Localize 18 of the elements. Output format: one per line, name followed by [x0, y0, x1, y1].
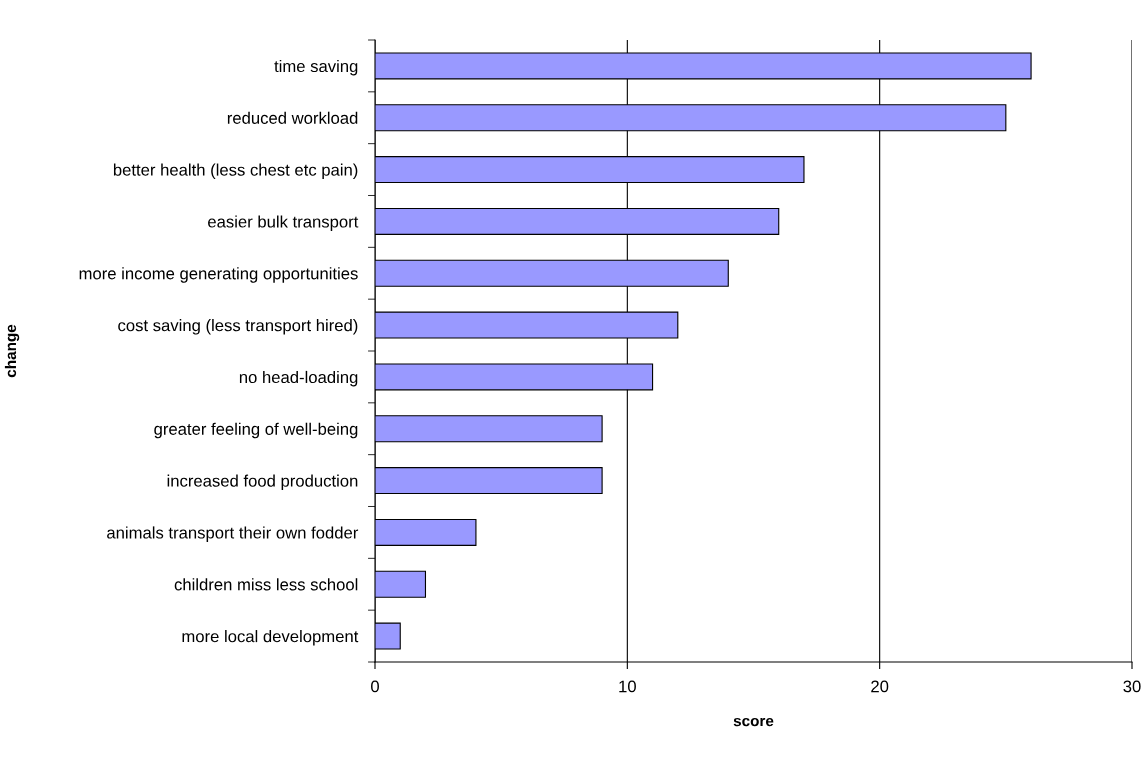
- y-tick-label: time saving: [274, 59, 358, 76]
- y-tick-label: reduced workload: [227, 111, 358, 124]
- y-tick-label: better health (less chest etc pain): [113, 163, 358, 180]
- x-axis-title: score: [733, 717, 774, 727]
- y-tick-label: more income generating opportunities: [79, 267, 358, 283]
- y-axis-title: change: [4, 324, 20, 378]
- y-tick-label: children miss less school: [174, 578, 358, 591]
- x-tick-label: 20: [871, 680, 889, 693]
- x-tick-label: 10: [619, 680, 636, 693]
- y-tick-label: no head-loading: [239, 370, 358, 387]
- y-tick-label: more local development: [182, 630, 359, 646]
- y-tick-label: easier bulk transport: [208, 215, 359, 231]
- y-tick-label: animals transport their own fodder: [107, 526, 359, 542]
- x-tick-label: 0: [371, 680, 379, 693]
- y-tick-label: cost saving (less transport hired): [118, 319, 358, 335]
- x-tick-label: 30: [1123, 680, 1141, 693]
- y-tick-label: greater feeling of well-being: [154, 422, 358, 439]
- y-tick-label: increased food production: [167, 474, 358, 491]
